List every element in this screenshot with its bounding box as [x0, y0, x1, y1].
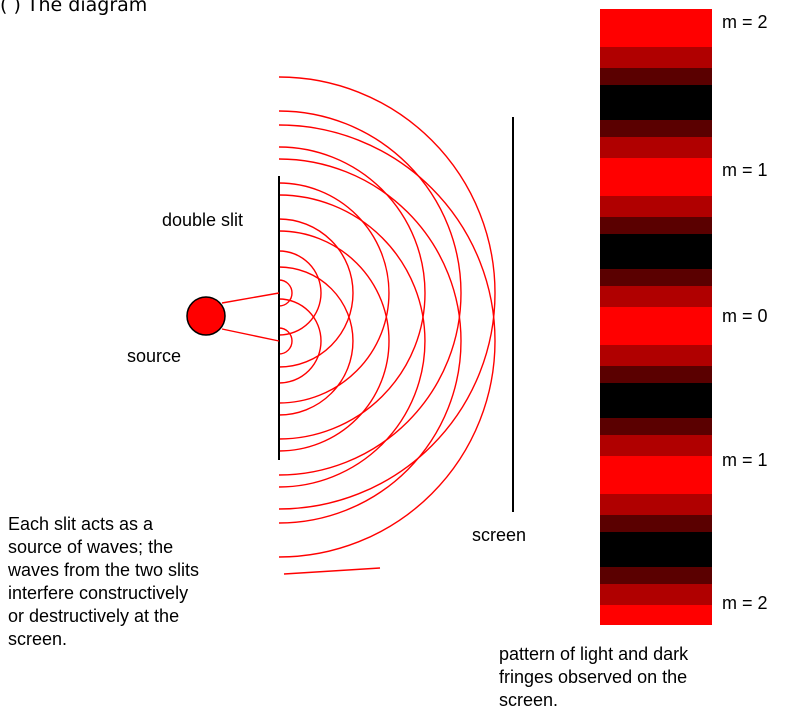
caption-left-line: waves from the two slits [8, 560, 200, 580]
wavefront-arc [278, 158, 462, 524]
dark-fringe [600, 383, 712, 418]
wavefront-arc [278, 298, 322, 384]
screen-label: screen [472, 525, 527, 545]
bright-fringe [600, 9, 712, 47]
order-label-m2-top: m = 2 [722, 12, 768, 32]
transition-fringe [600, 68, 712, 85]
transition-fringe [600, 269, 712, 286]
transition-fringe [600, 47, 712, 68]
wavefront-arc [278, 279, 293, 307]
wavefront-arc [278, 146, 426, 440]
transition-fringe [600, 435, 712, 456]
bright-fringe [600, 307, 712, 345]
wavefront-arc [278, 124, 496, 558]
transition-fringe [600, 286, 712, 307]
dark-fringe [600, 85, 712, 120]
wavefront-arc [278, 194, 426, 488]
caption-left-line: or destructively at the [8, 606, 180, 626]
caption-right-line: pattern of light and dark [499, 644, 689, 664]
light-source [186, 296, 226, 336]
order-label-m2-bottom: m = 2 [722, 593, 768, 613]
dark-fringe [600, 234, 712, 269]
caption-right-line: fringes observed on the [499, 667, 688, 687]
order-label-m1-upper: m = 1 [722, 160, 768, 180]
pointer-line-left [283, 567, 381, 575]
source-ray-top [221, 292, 280, 304]
wavefront-arc [278, 250, 322, 336]
source-ray-bottom [221, 328, 280, 342]
double-slit-label: double slit [162, 210, 244, 230]
bright-fringe [600, 158, 712, 196]
transition-fringe [600, 584, 712, 605]
header-fragment: ( ) The diagram [0, 0, 148, 16]
transition-fringe [600, 418, 712, 435]
order-label-m0: m = 0 [722, 306, 768, 326]
wavefront-arc [278, 182, 390, 404]
transition-fringe [600, 137, 712, 158]
wavefront-arc [278, 230, 390, 452]
wavefronts [278, 76, 496, 558]
wavefront-arc [278, 266, 354, 416]
caption-left-line: source of waves; the [8, 537, 174, 557]
bright-fringe [600, 456, 712, 494]
caption-left-line: screen. [8, 629, 68, 649]
transition-fringe [600, 217, 712, 234]
transition-fringe [600, 567, 712, 584]
transition-fringe [600, 515, 712, 532]
transition-fringe [600, 494, 712, 515]
wavefront-arc [278, 327, 293, 355]
transition-fringe [600, 366, 712, 383]
wavefront-arc [278, 76, 496, 510]
caption-left-line: interfere constructively [8, 583, 189, 603]
transition-fringe [600, 120, 712, 137]
transition-fringe [600, 345, 712, 366]
wavefront-arc [278, 110, 462, 476]
caption-left-line: Each slit acts as a [8, 514, 154, 534]
source-label: source [127, 346, 182, 366]
bright-fringe [600, 605, 712, 625]
order-label-m1-lower: m = 1 [722, 450, 768, 470]
fringe-pattern [600, 9, 712, 625]
caption-right-line: screen. [499, 690, 559, 710]
transition-fringe [600, 196, 712, 217]
wavefront-arc [278, 218, 354, 368]
caption-right: pattern of light and dark fringes observ… [499, 643, 688, 712]
caption-left: Each slit acts as a source of waves; the… [8, 513, 199, 651]
dark-fringe [600, 532, 712, 567]
